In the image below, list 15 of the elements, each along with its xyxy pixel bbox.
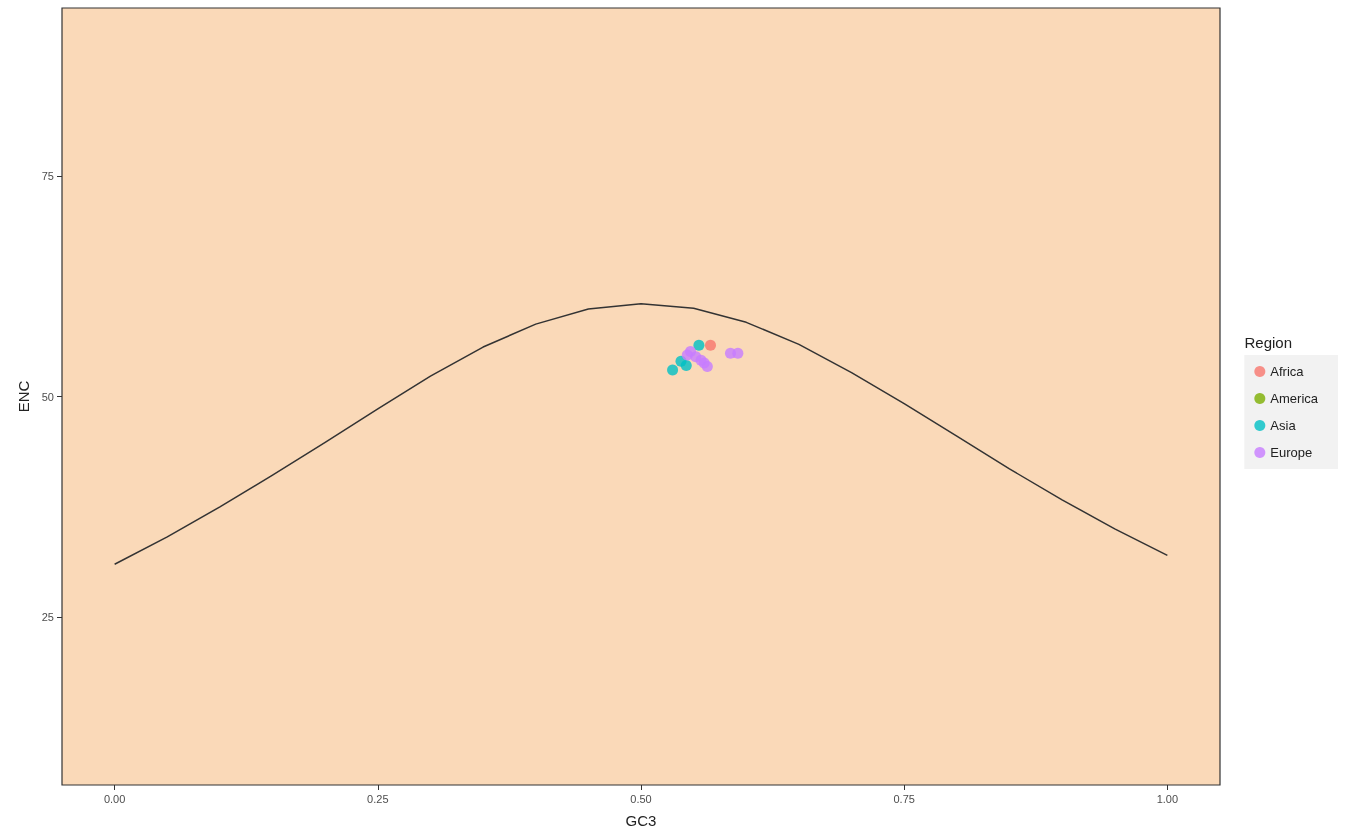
legend-label: Europe bbox=[1270, 445, 1313, 460]
x-axis-title: GC3 bbox=[625, 812, 657, 829]
x-tick-label: 0.00 bbox=[103, 792, 126, 805]
x-tick-label: 0.50 bbox=[630, 792, 652, 805]
legend-label: Asia bbox=[1270, 418, 1297, 433]
x-tick-label: 1.00 bbox=[1156, 792, 1179, 805]
legend-label: America bbox=[1270, 391, 1319, 406]
y-tick-label: 50 bbox=[41, 390, 54, 403]
legend-label: Africa bbox=[1270, 364, 1305, 379]
x-tick-label: 0.75 bbox=[893, 792, 915, 805]
y-tick-label: 25 bbox=[41, 611, 54, 624]
legend-title: Region bbox=[1244, 334, 1293, 351]
y-tick-label: 75 bbox=[41, 169, 54, 182]
y-axis-title: ENC bbox=[14, 380, 32, 413]
x-tick-label: 0.25 bbox=[367, 792, 389, 805]
